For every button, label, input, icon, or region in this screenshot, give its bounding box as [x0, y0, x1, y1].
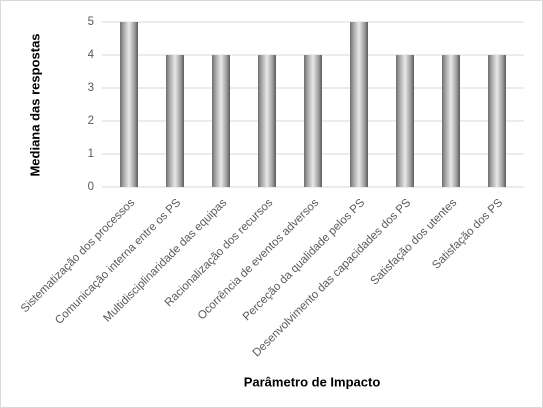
y-tick-label: 5	[88, 16, 94, 28]
y-tick-label: 0	[88, 181, 94, 193]
y-tick-label: 3	[88, 82, 94, 94]
bar	[258, 55, 276, 187]
bar	[304, 55, 322, 187]
y-tick-label: 1	[88, 148, 94, 160]
bar	[350, 22, 368, 187]
bar	[120, 22, 138, 187]
bar	[488, 55, 506, 187]
bar	[212, 55, 230, 187]
bar	[166, 55, 184, 187]
y-axis-title: Mediana das respostas	[27, 33, 42, 176]
y-tick-label: 2	[88, 115, 94, 127]
y-tick-label: 4	[88, 49, 95, 61]
bar	[442, 55, 460, 187]
x-axis-title: Parâmetro de Impacto	[244, 374, 381, 389]
bar	[396, 55, 414, 187]
